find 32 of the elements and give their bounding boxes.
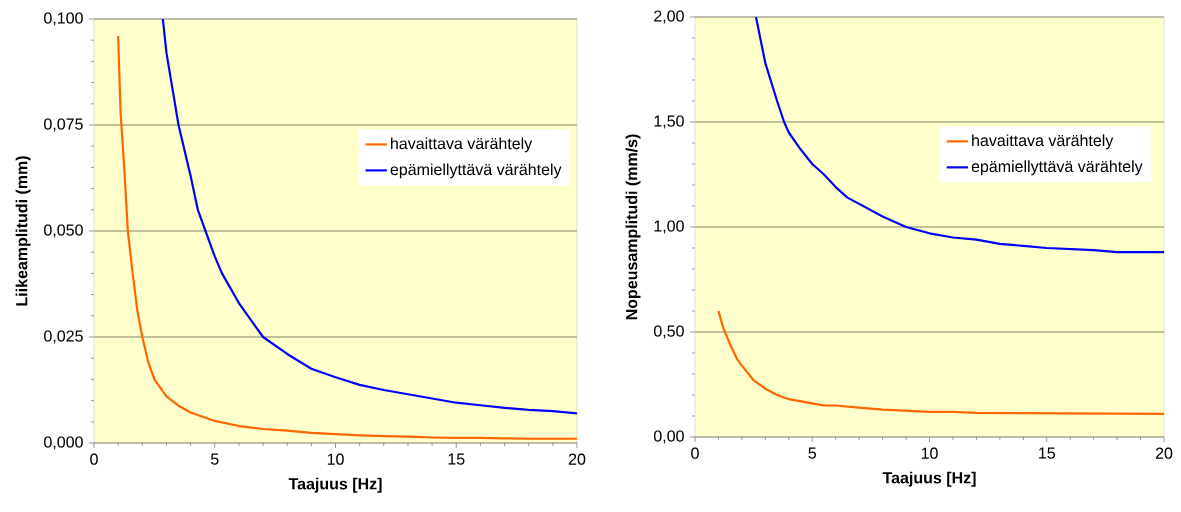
y-axis-title: Liikeamplitudi (mm) [15, 156, 31, 306]
x-tick-label: 20 [568, 453, 586, 465]
y-tick-label: 1,50 [654, 115, 684, 129]
x-tick-label: 10 [921, 447, 938, 459]
y-tick-label: 0,00 [653, 430, 684, 444]
x-axis-title: Taajuus [Hz] [882, 471, 976, 487]
legend-label: havaittava värähtely [972, 134, 1114, 150]
legend-label: epämiellyttävä värähtely [390, 163, 562, 179]
x-tick-label: 0 [90, 453, 98, 465]
x-tick-label: 20 [1155, 447, 1173, 459]
y-tick-label: 0,100 [44, 12, 83, 26]
y-tick-label: 0,50 [653, 325, 684, 339]
legend-label: epämiellyttävä värähtely [971, 160, 1143, 176]
x-tick-label: 0 [691, 447, 699, 459]
line-series [117, 34, 577, 440]
y-tick-label: 1,00 [654, 220, 684, 234]
y-tick-label: 0,050 [44, 224, 83, 238]
x-tick-label: 5 [808, 447, 817, 459]
y-axis-title: Nopeusamplitudi (mm/s) [625, 134, 641, 320]
legend-label: havaittava värähtely [391, 137, 533, 153]
y-tick-label: 0,000 [44, 436, 83, 450]
x-tick-label: 15 [448, 453, 465, 465]
x-tick-label: 5 [210, 453, 219, 465]
y-tick-label: 0,025 [44, 330, 83, 344]
x-tick-label: 10 [327, 453, 344, 465]
line-series [161, 19, 577, 415]
y-tick-label: 2,00 [654, 10, 684, 24]
x-axis-title: Taajuus [Hz] [288, 477, 382, 493]
line-series [717, 309, 1165, 415]
x-tick-label: 15 [1039, 447, 1055, 459]
line-series [754, 17, 1165, 254]
y-tick-label: 0,075 [44, 118, 83, 132]
